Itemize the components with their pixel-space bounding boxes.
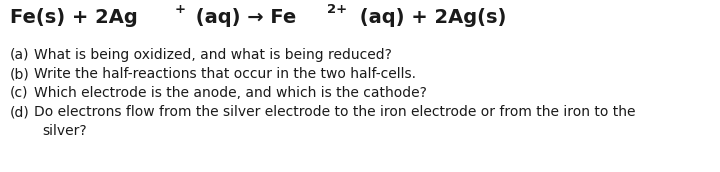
Text: +: + <box>175 3 186 16</box>
Text: (aq) → Fe: (aq) → Fe <box>189 8 297 27</box>
Text: (aq) + 2Ag(s): (aq) + 2Ag(s) <box>354 8 507 27</box>
Text: (b): (b) <box>10 67 30 81</box>
Text: 2+: 2+ <box>328 3 348 16</box>
Text: (c): (c) <box>10 86 29 100</box>
Text: Fe(s) + 2Ag: Fe(s) + 2Ag <box>10 8 138 27</box>
Text: Write the half-reactions that occur in the two half-cells.: Write the half-reactions that occur in t… <box>34 67 416 81</box>
Text: (d): (d) <box>10 105 30 119</box>
Text: Which electrode is the anode, and which is the cathode?: Which electrode is the anode, and which … <box>34 86 427 100</box>
Text: What is being oxidized, and what is being reduced?: What is being oxidized, and what is bein… <box>34 48 392 62</box>
Text: (a): (a) <box>10 48 30 62</box>
Text: Do electrons flow from the silver electrode to the iron electrode or from the ir: Do electrons flow from the silver electr… <box>34 105 636 119</box>
Text: silver?: silver? <box>42 124 86 138</box>
